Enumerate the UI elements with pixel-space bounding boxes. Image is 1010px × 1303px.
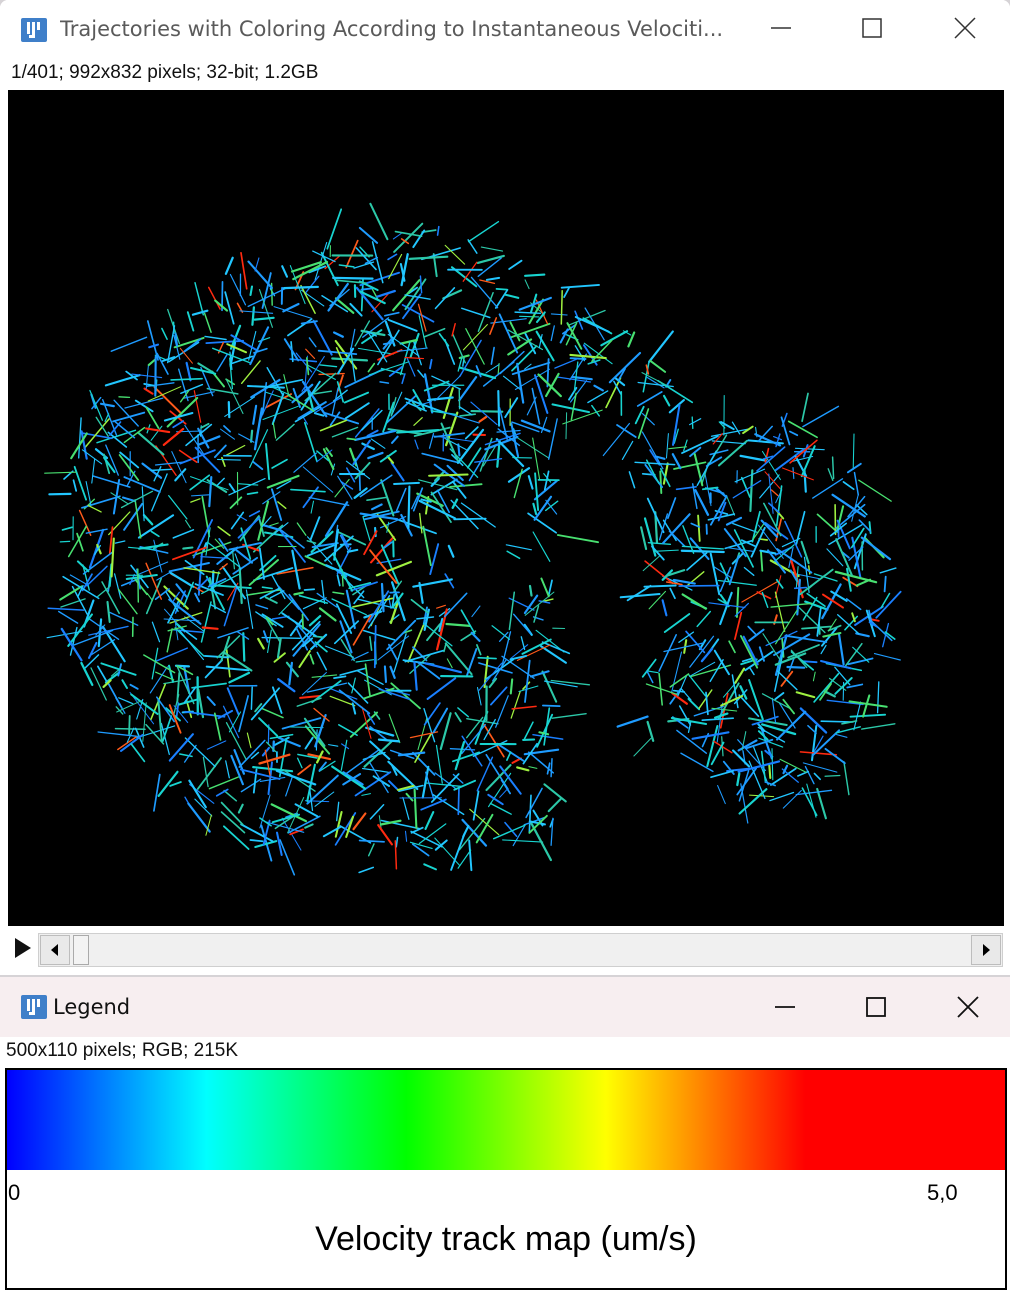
chevron-right-icon — [983, 944, 990, 956]
close-icon[interactable] — [945, 987, 991, 1027]
minimize-icon[interactable] — [762, 987, 808, 1027]
slider-right-arrow[interactable] — [971, 935, 1001, 965]
trajectory-tracks — [44, 202, 902, 876]
legend-image[interactable]: 0 5,0 Velocity track map (um/s) — [5, 1068, 1007, 1290]
imagej-icon — [21, 18, 47, 42]
maximize-icon[interactable] — [853, 987, 899, 1027]
colorbar-min-label: 0 — [8, 1180, 21, 1205]
window-title: Trajectories with Coloring According to … — [60, 17, 724, 41]
slider-left-arrow[interactable] — [40, 935, 70, 965]
close-icon[interactable] — [942, 8, 988, 48]
imagej-icon — [21, 995, 47, 1019]
minimize-icon[interactable] — [758, 8, 804, 48]
legend-titlebar[interactable]: Legend — [0, 977, 1010, 1037]
colorbar-title: Velocity track map (um/s) — [315, 1220, 697, 1258]
play-icon[interactable] — [13, 936, 33, 960]
slider-thumb[interactable] — [73, 935, 89, 965]
maximize-icon[interactable] — [849, 8, 895, 48]
image-info: 1/401; 992x832 pixels; 32-bit; 1.2GB — [11, 62, 319, 83]
trajectory-titlebar[interactable]: Trajectories with Coloring According to … — [0, 0, 1010, 60]
legend-image-info: 500x110 pixels; RGB; 215K — [6, 1040, 239, 1061]
trajectory-window: Trajectories with Coloring According to … — [0, 0, 1010, 975]
velocity-colorbar — [7, 1070, 1005, 1170]
frame-slider[interactable] — [38, 933, 1003, 967]
trajectory-image[interactable] — [8, 90, 1004, 926]
window-title: Legend — [53, 995, 131, 1019]
colorbar-max-label: 5,0 — [927, 1180, 958, 1205]
chevron-left-icon — [51, 944, 58, 956]
